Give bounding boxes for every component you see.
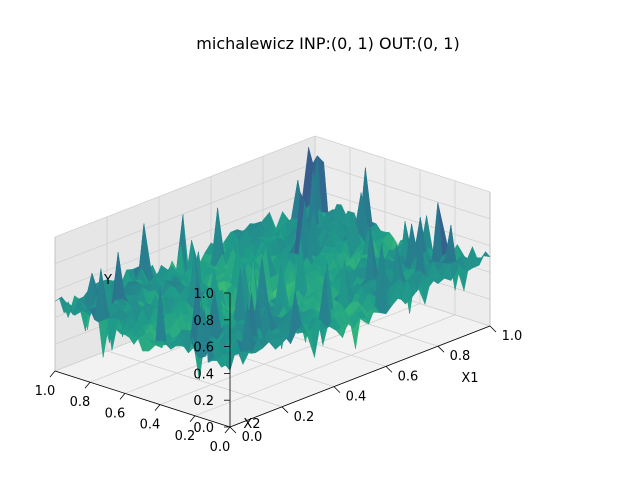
x2-tick-label-2: 0.4 <box>140 418 161 433</box>
x2-tick-1 <box>189 415 196 423</box>
x2-tick-4 <box>84 381 91 389</box>
x1-tick-0 <box>229 426 237 434</box>
x2-tick-3 <box>119 393 126 400</box>
chart-title: michalewicz INP:(0, 1) OUT:(0, 1) <box>196 34 459 53</box>
x2-tick-label-3: 0.6 <box>105 406 126 421</box>
x1-tick-label-5: 1.0 <box>502 329 523 344</box>
x2-tick-label-0: 0.0 <box>210 440 231 455</box>
y-tick-label-2: 0.4 <box>193 367 214 382</box>
x1-tick-label-2: 0.4 <box>346 390 367 405</box>
x1-tick-2 <box>333 386 341 393</box>
y-tick-label-5: 1.0 <box>193 287 214 302</box>
x2-tick-label-1: 0.2 <box>175 429 196 444</box>
y-axis: Y 0.0 0.2 0.4 0.6 0.8 1.0 <box>103 273 231 436</box>
x1-tick-3 <box>385 366 393 373</box>
x1-tick-label-4: 0.8 <box>450 349 471 364</box>
grid-line-y-5 <box>54 135 491 238</box>
y-tick-label-1: 0.2 <box>193 394 214 409</box>
x2-tick-label-4: 0.8 <box>70 395 91 410</box>
x1-axis-line <box>229 325 491 428</box>
x1-axis-label: X1 <box>461 371 478 386</box>
x1-tick-5 <box>489 325 497 333</box>
x2-axis: X2 0.00.20.40.60.81.0 <box>35 370 261 455</box>
x2-tick-5 <box>49 370 56 378</box>
x2-tick-2 <box>154 404 161 411</box>
y-tick-label-0: 0.0 <box>193 421 214 436</box>
x1-tick-label-3: 0.6 <box>398 369 419 384</box>
chart-surface <box>54 147 491 380</box>
x1-tick-4 <box>437 345 445 353</box>
x2-tick-0 <box>224 426 231 434</box>
surface-patch <box>225 347 237 372</box>
x2-axis-label: X2 <box>243 417 260 432</box>
x1-axis: X1 0.0 0.2 0.4 0.6 0.8 1.0 <box>229 325 523 445</box>
x2-axis-line <box>54 370 231 428</box>
y-tick-label-3: 0.6 <box>193 341 214 356</box>
x1-tick-label-0: 0.0 <box>242 430 263 445</box>
x1-tick-label-1: 0.2 <box>294 410 315 425</box>
x2-tick-label-5: 1.0 <box>35 384 56 399</box>
x1-tick-1 <box>281 406 289 414</box>
y-axis-label: Y <box>103 273 112 288</box>
y-tick-label-4: 0.8 <box>193 314 214 329</box>
